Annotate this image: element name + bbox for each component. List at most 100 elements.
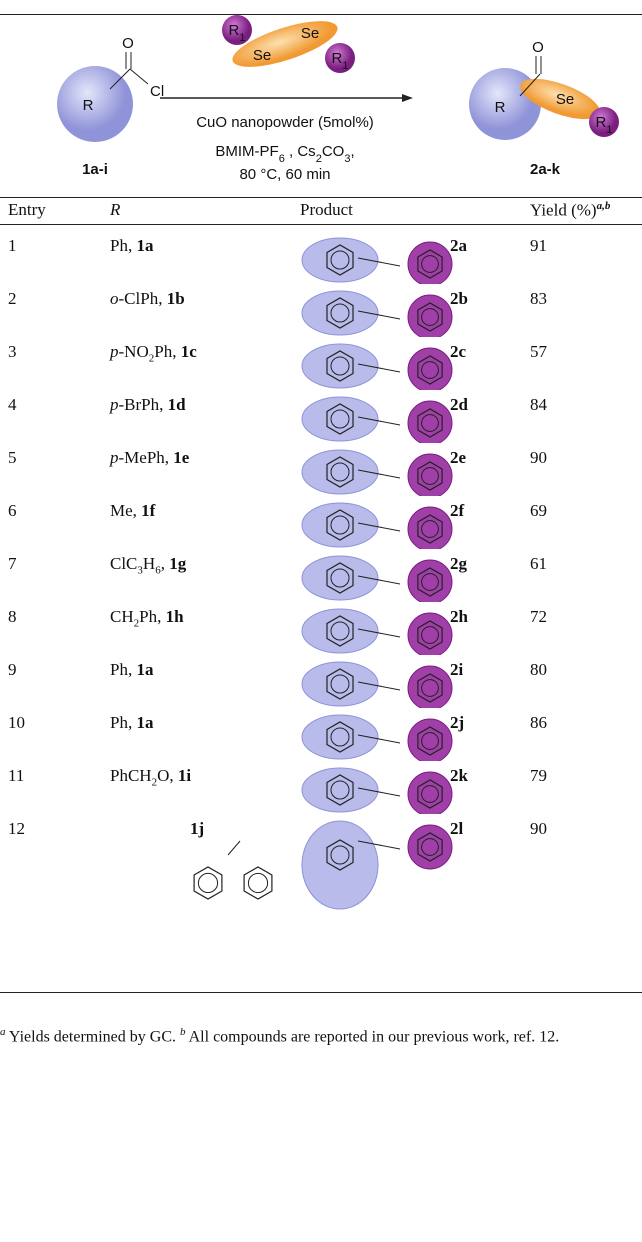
yield: 90 xyxy=(530,448,547,468)
product-id: 2e xyxy=(450,448,466,468)
reaction-scheme: R O Cl 1a-i R1 Se Se R1 CuO nanopowder (… xyxy=(0,14,642,199)
footnote-marks: a,b xyxy=(597,200,611,212)
footnote-mark: a xyxy=(0,1026,6,1038)
r-group: Ph, 1a xyxy=(110,236,153,256)
reactant-id: 1a-i xyxy=(82,161,108,178)
entry: 10 xyxy=(8,713,25,733)
entry: 9 xyxy=(8,660,17,680)
yield: 83 xyxy=(530,289,547,309)
r-name: ClC3H6 xyxy=(110,554,161,573)
r-id: 1h xyxy=(166,607,184,626)
r-group: ClC3H6, 1g xyxy=(110,554,186,576)
product-id: 2a-k xyxy=(530,161,561,178)
reagent-se: Se xyxy=(301,25,319,42)
entry: 8 xyxy=(8,607,17,627)
r-id: 1g xyxy=(169,554,186,573)
r-name: Me xyxy=(110,501,133,520)
footnotes: a Yields determined by GC. b All compoun… xyxy=(0,1022,642,1047)
footnote-mark: b xyxy=(180,1026,186,1038)
page: R O Cl 1a-i R1 Se Se R1 CuO nanopowder (… xyxy=(0,0,642,1242)
condition: 80 °C, 60 min xyxy=(239,166,330,183)
product-id: 2i xyxy=(450,660,463,680)
reagent-se: Se xyxy=(253,47,271,64)
r-name: p-NO2Ph xyxy=(110,342,172,361)
product-structure xyxy=(300,497,500,549)
yield: 86 xyxy=(530,713,547,733)
r-name: p-BrPh xyxy=(110,395,159,414)
product-o: O xyxy=(532,39,544,56)
r-group: p-BrPh, 1d xyxy=(110,395,186,415)
product-id: 2j xyxy=(450,713,464,733)
yield: 80 xyxy=(530,660,547,680)
r-group: o-ClPh, 1b xyxy=(110,289,185,309)
condition: BMIM-PF6 , Cs2CO3, xyxy=(215,143,354,165)
product-se: Se xyxy=(556,91,574,108)
product-structure xyxy=(300,444,500,496)
r-id: 1d xyxy=(168,395,186,414)
r-group: p-MePh, 1e xyxy=(110,448,189,468)
r-name: Ph xyxy=(110,236,128,255)
r-name: Ph xyxy=(110,660,128,679)
bond xyxy=(130,69,148,84)
product-structure xyxy=(300,232,500,284)
yield: 69 xyxy=(530,501,547,521)
bond xyxy=(228,841,240,855)
product-structure xyxy=(300,550,500,602)
col-header: R xyxy=(110,200,120,220)
product-structure xyxy=(300,709,500,761)
reactant-o: O xyxy=(122,35,134,52)
product-structure xyxy=(300,656,500,708)
product-r: R xyxy=(495,99,506,116)
product-structure xyxy=(300,338,500,390)
r-id: 1f xyxy=(141,501,155,520)
header-rule xyxy=(0,197,642,198)
r-name: o-ClPh xyxy=(110,289,158,308)
r-group: Ph, 1a xyxy=(110,713,153,733)
r-id: 1a xyxy=(136,236,153,255)
entry: 12 xyxy=(8,819,25,839)
entry: 4 xyxy=(8,395,17,415)
yield: 72 xyxy=(530,607,547,627)
product-id: 2k xyxy=(450,766,468,786)
yield: 90 xyxy=(530,819,547,839)
r-id: 1e xyxy=(173,448,189,467)
yield: 91 xyxy=(530,236,547,256)
r1-sphere xyxy=(408,825,452,869)
r-name: p-MePh xyxy=(110,448,165,467)
product-id: 2c xyxy=(450,342,466,362)
yield: 84 xyxy=(530,395,547,415)
r-group: PhCH2O, 1i xyxy=(110,766,191,788)
ring xyxy=(198,873,217,892)
product-id: 2l xyxy=(450,819,463,839)
product-structure xyxy=(300,603,500,655)
product-structure xyxy=(300,762,500,814)
entry: 11 xyxy=(8,766,24,786)
entry: 3 xyxy=(8,342,17,362)
entry: 1 xyxy=(8,236,17,256)
product-id: 2g xyxy=(450,554,467,574)
r-id: 1b xyxy=(167,289,185,308)
r-ellipse xyxy=(302,821,378,909)
entry: 5 xyxy=(8,448,17,468)
product-structure xyxy=(300,285,500,337)
yield: 57 xyxy=(530,342,547,362)
footnote-text: Yields determined by GC. xyxy=(9,1028,176,1045)
r-id: 1i xyxy=(178,766,191,785)
condition: CuO nanopowder (5mol%) xyxy=(196,114,374,131)
product-structure xyxy=(300,815,500,925)
col-header-text: Yield (%) xyxy=(530,201,597,220)
yield: 79 xyxy=(530,766,547,786)
arrowhead xyxy=(402,94,413,102)
product-id: 2b xyxy=(450,289,468,309)
r-name: Ph xyxy=(110,713,128,732)
reactant-r: R xyxy=(83,97,94,114)
product-id: 2d xyxy=(450,395,468,415)
r-id: 1c xyxy=(181,342,197,361)
product-id: 2a xyxy=(450,236,467,256)
product-id: 2h xyxy=(450,607,468,627)
r-id: 1a xyxy=(136,713,153,732)
r-id: 1a xyxy=(136,660,153,679)
header-rule xyxy=(0,224,642,225)
r-structure xyxy=(180,833,290,913)
product-structure xyxy=(300,391,500,443)
